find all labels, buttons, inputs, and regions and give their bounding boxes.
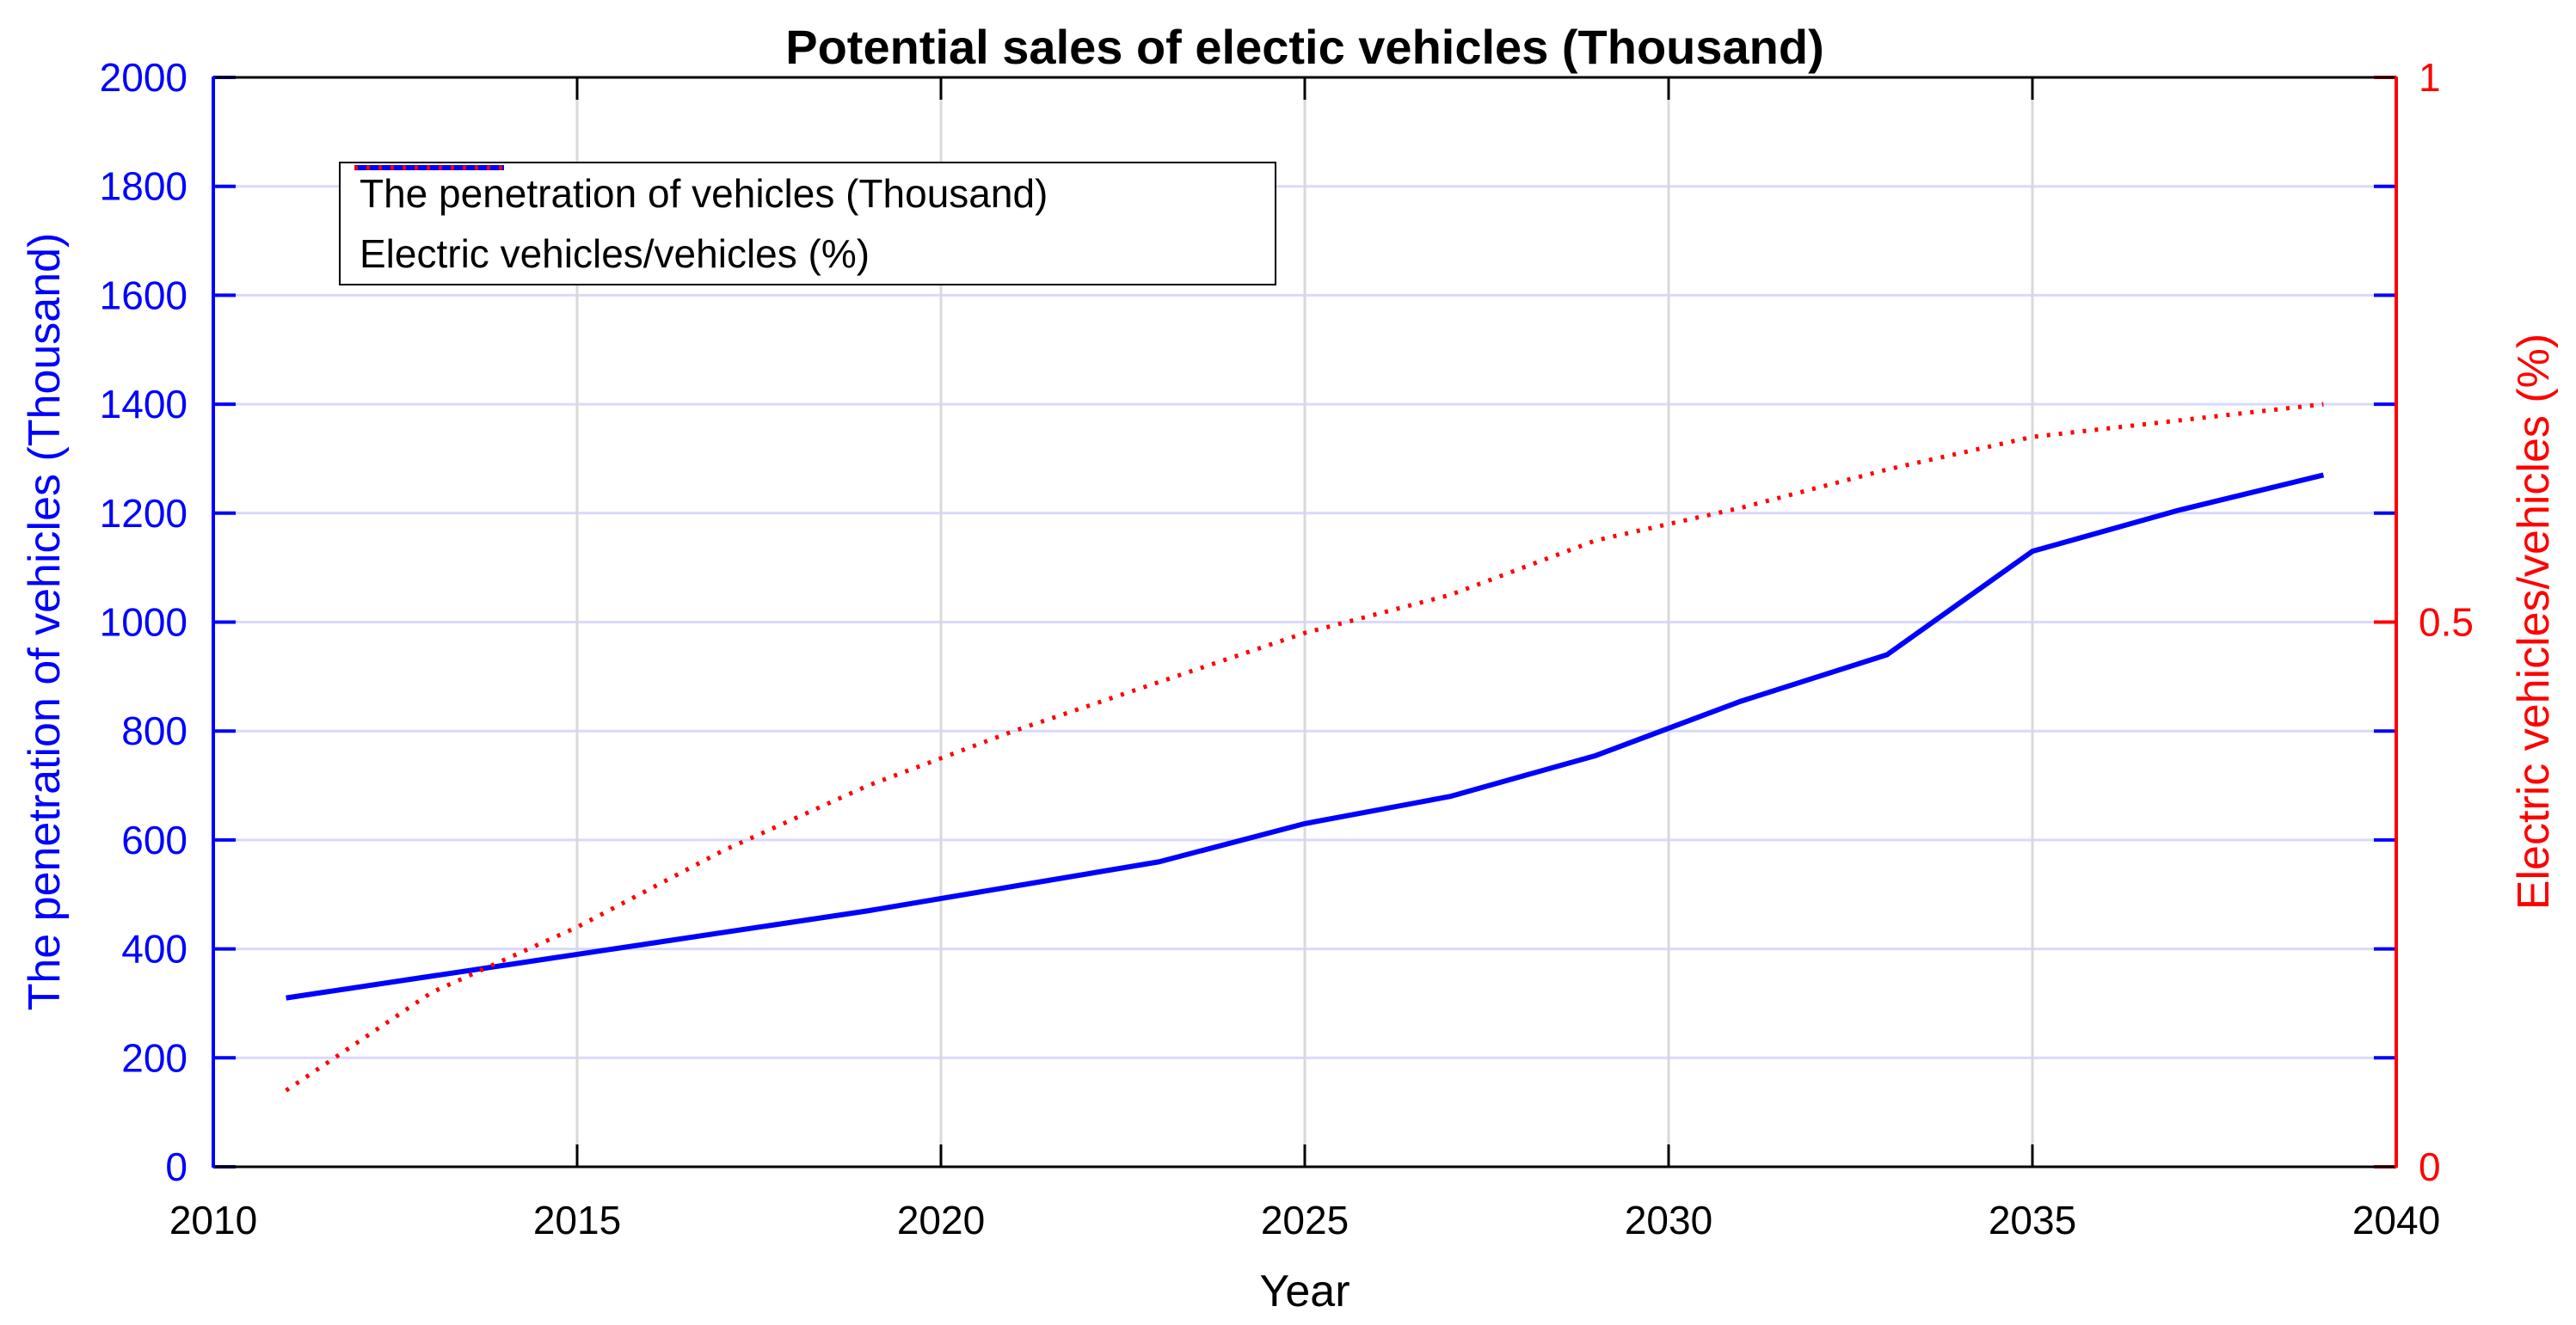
left-y-tick-label: 400 bbox=[121, 927, 188, 972]
x-tick-label: 2035 bbox=[1989, 1198, 2076, 1242]
series-line-penetration bbox=[286, 472, 2325, 1001]
legend-label: The penetration of vehicles (Thousand) bbox=[360, 171, 1048, 216]
x-tick-label: 2030 bbox=[1625, 1198, 1712, 1242]
x-tick-label: 2015 bbox=[533, 1198, 621, 1242]
x-tick-label: 2010 bbox=[169, 1198, 257, 1242]
chart-title: Potential sales of electic vehicles (Tho… bbox=[785, 20, 1824, 74]
left-y-tick-label: 1400 bbox=[100, 382, 188, 426]
left-y-tick-label: 1200 bbox=[100, 491, 188, 536]
x-axis-label: Year bbox=[1259, 1267, 1350, 1316]
legend-entry-penetration: The penetration of vehicles (Thousand) bbox=[341, 165, 1275, 221]
left-y-tick-label: 0 bbox=[165, 1144, 188, 1189]
legend-entry-ev-share: Electric vehicles/vehicles (%) bbox=[341, 165, 1275, 281]
left-y-tick-label: 1600 bbox=[100, 273, 188, 317]
left-y-tick-label: 1000 bbox=[100, 600, 188, 645]
x-tick-label: 2020 bbox=[897, 1198, 985, 1242]
left-y-tick-label: 600 bbox=[121, 818, 188, 862]
x-tick-label: 2025 bbox=[1261, 1198, 1349, 1242]
right-y-tick-label: 0 bbox=[2419, 1144, 2441, 1189]
left-y-axis-label: The penetration of vehicles (Thousand) bbox=[20, 232, 70, 1011]
left-y-tick-label: 2000 bbox=[100, 55, 188, 100]
right-y-tick-label: 1 bbox=[2419, 55, 2441, 100]
right-y-tick-label: 0.5 bbox=[2419, 600, 2474, 645]
left-y-tick-label: 200 bbox=[121, 1035, 188, 1080]
series-line-ev-share bbox=[285, 402, 2324, 1093]
legend-line-sample-dotted bbox=[354, 165, 504, 170]
x-tick-label: 2040 bbox=[2352, 1198, 2440, 1242]
left-y-tick-label: 800 bbox=[121, 709, 188, 753]
left-y-tick-label: 1800 bbox=[100, 164, 188, 209]
legend-label: Electric vehicles/vehicles (%) bbox=[360, 231, 870, 276]
legend: The penetration of vehicles (Thousand) E… bbox=[339, 162, 1276, 285]
right-y-axis-label: Electric vehicles/vehicles (%) bbox=[2509, 333, 2559, 911]
